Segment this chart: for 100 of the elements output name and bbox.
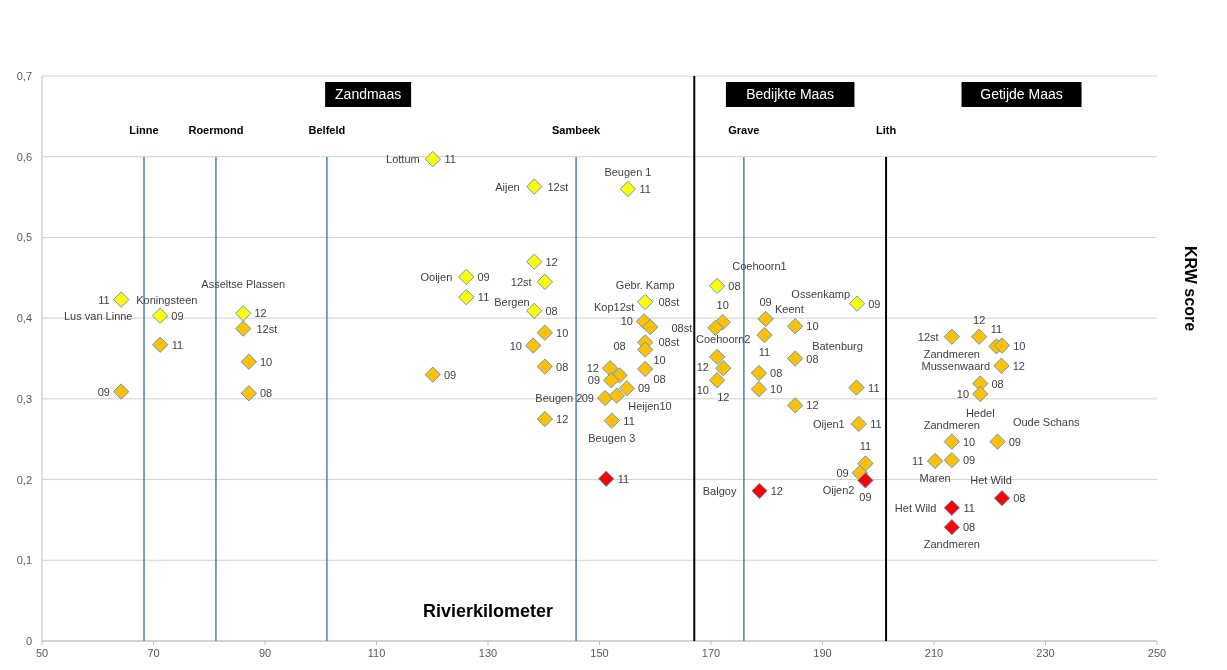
annotation: Oijen1 xyxy=(812,417,845,430)
point xyxy=(943,519,961,536)
annotation: 12st xyxy=(547,180,569,193)
ref-line-label: Belfeld xyxy=(308,124,346,136)
annotation: 09 xyxy=(859,491,872,504)
point xyxy=(757,310,774,328)
point xyxy=(240,353,257,370)
point xyxy=(424,150,441,168)
annotation: 08 xyxy=(545,304,558,317)
annotation: 09 xyxy=(581,392,594,405)
point xyxy=(458,288,475,306)
point xyxy=(943,433,961,450)
annotation: 10 xyxy=(260,355,273,368)
annotation: Beugen 3 xyxy=(588,431,636,444)
annotation: 12 xyxy=(586,362,599,375)
annotation: 08st xyxy=(658,336,680,349)
annotation: 09 xyxy=(759,295,772,308)
annotation: Getijde Maas xyxy=(980,86,1063,102)
x-tick-label: 150 xyxy=(590,647,609,659)
x-tick-label: 250 xyxy=(1147,647,1167,659)
annotation: 10 xyxy=(556,326,569,339)
ref-line-label: Lith xyxy=(875,124,897,136)
point xyxy=(152,307,169,324)
annotation: 09 xyxy=(836,467,849,480)
annotation: 09 xyxy=(868,297,881,310)
ref-line-label: Linne xyxy=(129,124,159,136)
annotation: Hedel xyxy=(965,406,995,419)
annotation: 10 xyxy=(696,384,709,397)
annotation: Bergen xyxy=(494,295,530,308)
point xyxy=(943,499,961,516)
annotation: 10 xyxy=(620,315,633,328)
point xyxy=(152,336,169,353)
annotation: 12 xyxy=(717,391,730,404)
x-tick-label: 50 xyxy=(35,647,49,659)
annotation: 08st xyxy=(658,296,680,308)
annotation: 10 xyxy=(509,339,522,352)
annotation: 10 xyxy=(1013,339,1026,352)
y-tick-label: 0,6 xyxy=(16,150,32,163)
annotation: Balgoy xyxy=(702,484,737,497)
annotation: 11 xyxy=(859,440,872,453)
annotation: 12 xyxy=(770,484,783,497)
annotation: 11 xyxy=(870,417,882,430)
x-tick-label: 110 xyxy=(367,647,386,659)
annotation: 11 xyxy=(623,414,635,427)
point xyxy=(993,489,1011,507)
annotation: 11 xyxy=(171,338,184,351)
annotation: 09 xyxy=(637,382,651,395)
point xyxy=(526,178,543,195)
annotation: 10 xyxy=(653,353,666,366)
point xyxy=(750,364,768,382)
y-tick-label: 0,7 xyxy=(16,70,32,82)
annotation: 08 xyxy=(728,279,741,292)
point xyxy=(751,482,768,500)
annotation: 11 xyxy=(912,455,924,468)
annotation: Zandmeren xyxy=(923,347,980,360)
point xyxy=(637,341,654,358)
y-tick-label: 0,5 xyxy=(16,231,32,244)
annotation: 12 xyxy=(1012,359,1025,372)
annotation: Het Wild xyxy=(970,474,1012,487)
annotation: 10 xyxy=(716,299,729,312)
annotation: 09 xyxy=(443,368,457,381)
x-tick-label: 90 xyxy=(258,647,272,659)
point xyxy=(708,277,726,295)
y-tick-label: 0,2 xyxy=(16,473,32,486)
point xyxy=(637,360,654,378)
point xyxy=(943,328,961,345)
x-tick-label: 210 xyxy=(924,647,944,659)
ref-line-label: Sambeek xyxy=(551,124,602,136)
point xyxy=(857,455,874,472)
x-tick-label: 170 xyxy=(701,647,721,659)
annotation: 08st xyxy=(671,321,693,334)
point xyxy=(536,410,554,428)
point xyxy=(708,372,726,389)
annotation: 08 xyxy=(653,372,666,385)
annotation: 08 xyxy=(770,367,783,380)
annotation: 08 xyxy=(806,352,819,365)
point xyxy=(536,273,554,290)
annotation: 10 xyxy=(806,320,819,333)
annotation: 08 xyxy=(963,521,976,534)
annotation: 12 xyxy=(696,360,709,373)
x-axis-title: Rivierkilometer xyxy=(422,601,554,621)
x-tick-label: 190 xyxy=(813,647,832,659)
point xyxy=(756,326,773,344)
point xyxy=(848,379,865,396)
point xyxy=(113,291,130,308)
point xyxy=(642,318,659,336)
point xyxy=(603,412,620,429)
annotation: 11 xyxy=(617,472,630,485)
annotation: 12 xyxy=(806,399,819,412)
point xyxy=(596,389,614,407)
annotation: Ossenkamp xyxy=(791,287,851,300)
x-tick-label: 70 xyxy=(147,647,160,659)
annotation: Zandmaas xyxy=(335,86,402,102)
annotation: Lus van Linne xyxy=(63,309,133,322)
annotation: Oude Schans xyxy=(1012,415,1081,428)
y-tick-label: 0,1 xyxy=(16,554,32,567)
point xyxy=(618,380,635,397)
x-tick-label: 230 xyxy=(1036,647,1055,659)
point xyxy=(715,360,732,377)
point xyxy=(619,180,637,198)
